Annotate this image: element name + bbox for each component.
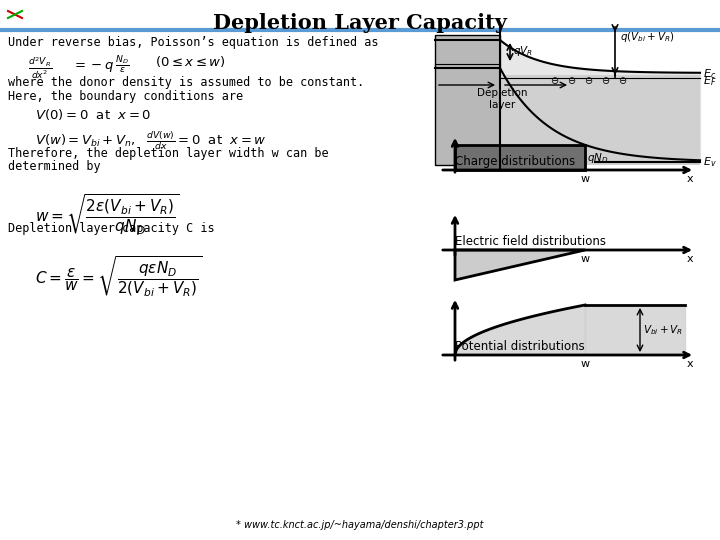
Text: $C = \dfrac{\varepsilon}{w} = \sqrt{\dfrac{q\varepsilon N_D}{2(V_{bi}+V_R)}}$: $C = \dfrac{\varepsilon}{w} = \sqrt{\dfr… bbox=[35, 254, 202, 298]
Text: determined by: determined by bbox=[8, 160, 101, 173]
Text: $\ominus$: $\ominus$ bbox=[567, 75, 577, 85]
Polygon shape bbox=[455, 250, 585, 280]
Text: $V(0) = 0$  at  $x = 0$: $V(0) = 0$ at $x = 0$ bbox=[35, 107, 151, 122]
Text: Charge distributions: Charge distributions bbox=[455, 155, 575, 168]
Text: $q(V_{bi}+V_R)$: $q(V_{bi}+V_R)$ bbox=[620, 30, 675, 44]
Text: w: w bbox=[580, 359, 590, 369]
Text: w: w bbox=[580, 254, 590, 264]
Bar bbox=[435, 35, 500, 165]
Text: $E_F$: $E_F$ bbox=[703, 74, 716, 88]
Text: $\ominus$: $\ominus$ bbox=[585, 75, 593, 85]
Text: $qN_D$: $qN_D$ bbox=[587, 151, 608, 165]
Text: Depletion layer capacity C is: Depletion layer capacity C is bbox=[8, 222, 215, 235]
Bar bbox=[455, 145, 585, 170]
Text: w: w bbox=[580, 174, 590, 184]
Text: $\ominus$: $\ominus$ bbox=[601, 75, 611, 85]
Text: Depletion Layer Capacity: Depletion Layer Capacity bbox=[213, 13, 507, 33]
Text: $(0 \leq x \leq w)$: $(0 \leq x \leq w)$ bbox=[155, 54, 226, 69]
Text: $E_v$: $E_v$ bbox=[703, 155, 716, 169]
Text: * www.tc.knct.ac.jp/~hayama/denshi/chapter3.ppt: * www.tc.knct.ac.jp/~hayama/denshi/chapt… bbox=[236, 520, 484, 530]
Text: $V(w) = V_{bi} + V_n,$  $\frac{dV(w)}{dx} = 0$  at  $x = w$: $V(w) = V_{bi} + V_n,$ $\frac{dV(w)}{dx}… bbox=[35, 129, 266, 152]
Text: $\ominus$: $\ominus$ bbox=[618, 75, 628, 85]
Text: $\ominus$: $\ominus$ bbox=[550, 75, 559, 85]
Text: Electric field distributions: Electric field distributions bbox=[455, 235, 606, 248]
Text: $= -q\,\frac{N_D}{\varepsilon}$: $= -q\,\frac{N_D}{\varepsilon}$ bbox=[72, 54, 130, 76]
Text: Here, the boundary conditions are: Here, the boundary conditions are bbox=[8, 90, 243, 103]
Text: Potential distributions: Potential distributions bbox=[455, 340, 585, 353]
Text: $V_{bi}+V_R$: $V_{bi}+V_R$ bbox=[643, 323, 683, 337]
Text: Depletion
layer: Depletion layer bbox=[477, 88, 527, 110]
Text: $E_c$: $E_c$ bbox=[703, 67, 716, 81]
Text: where the donor density is assumed to be constant.: where the donor density is assumed to be… bbox=[8, 76, 364, 89]
Text: x: x bbox=[687, 254, 693, 264]
Text: x: x bbox=[687, 359, 693, 369]
Text: $\frac{d^2V_R}{dx^2}$: $\frac{d^2V_R}{dx^2}$ bbox=[28, 56, 52, 82]
Text: x: x bbox=[687, 174, 693, 184]
Text: Therefore, the depletion layer width w can be: Therefore, the depletion layer width w c… bbox=[8, 147, 328, 160]
Bar bbox=[500, 75, 700, 165]
Text: Under reverse bias, Poisson’s equation is defined as: Under reverse bias, Poisson’s equation i… bbox=[8, 36, 379, 49]
Text: $qV_R$: $qV_R$ bbox=[513, 44, 533, 58]
Text: $w = \sqrt{\dfrac{2\varepsilon(V_{bi}+V_R)}{qN_D}}$: $w = \sqrt{\dfrac{2\varepsilon(V_{bi}+V_… bbox=[35, 192, 179, 237]
